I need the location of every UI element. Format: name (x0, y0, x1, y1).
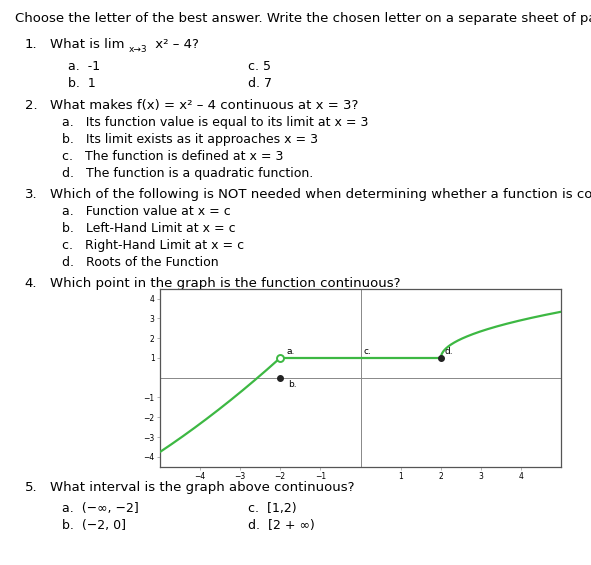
Text: c.   Right-Hand Limit at x = c: c. Right-Hand Limit at x = c (62, 239, 244, 252)
Text: a.  (−∞, −2]: a. (−∞, −2] (62, 502, 139, 515)
Text: What interval is the graph above continuous?: What interval is the graph above continu… (50, 481, 355, 494)
Text: c.: c. (363, 346, 372, 355)
Text: d.   Roots of the Function: d. Roots of the Function (62, 256, 219, 269)
Text: b.   Its limit exists as it approaches x = 3: b. Its limit exists as it approaches x =… (62, 133, 318, 146)
Text: a.   Its function value is equal to its limit at x = 3: a. Its function value is equal to its li… (62, 116, 368, 129)
Text: 1.: 1. (25, 38, 37, 51)
Text: c. 5: c. 5 (248, 60, 271, 73)
Text: x² – 4?: x² – 4? (151, 38, 199, 51)
Text: x→3: x→3 (129, 45, 148, 54)
Text: a.   Function value at x = c: a. Function value at x = c (62, 205, 231, 218)
Text: 2.: 2. (25, 99, 37, 112)
Text: d.   The function is a quadratic function.: d. The function is a quadratic function. (62, 167, 313, 180)
Text: a.: a. (286, 346, 294, 355)
Text: Which of the following is NOT needed when determining whether a function is cont: Which of the following is NOT needed whe… (50, 188, 591, 201)
Text: a.  -1: a. -1 (68, 60, 100, 73)
Text: d.  [2 + ∞): d. [2 + ∞) (248, 519, 315, 532)
Text: c.  [1,2): c. [1,2) (248, 502, 297, 515)
Text: b.: b. (288, 380, 297, 389)
Text: b.  1: b. 1 (68, 77, 96, 90)
Text: c.   The function is defined at x = 3: c. The function is defined at x = 3 (62, 150, 284, 163)
Text: What makes f(x) = x² – 4 continuous at x = 3?: What makes f(x) = x² – 4 continuous at x… (50, 99, 359, 112)
Text: 5.: 5. (25, 481, 37, 494)
Text: 4.: 4. (25, 277, 37, 290)
Text: d. 7: d. 7 (248, 77, 272, 90)
Text: d.: d. (445, 346, 453, 355)
Text: Which point in the graph is the function continuous?: Which point in the graph is the function… (50, 277, 401, 290)
Text: b.   Left-Hand Limit at x = c: b. Left-Hand Limit at x = c (62, 222, 236, 235)
Text: Choose the letter of the best answer. Write the chosen letter on a separate shee: Choose the letter of the best answer. Wr… (15, 12, 591, 25)
Text: b.  (−2, 0]: b. (−2, 0] (62, 519, 126, 532)
Text: What is lim: What is lim (50, 38, 129, 51)
Text: 3.: 3. (25, 188, 37, 201)
